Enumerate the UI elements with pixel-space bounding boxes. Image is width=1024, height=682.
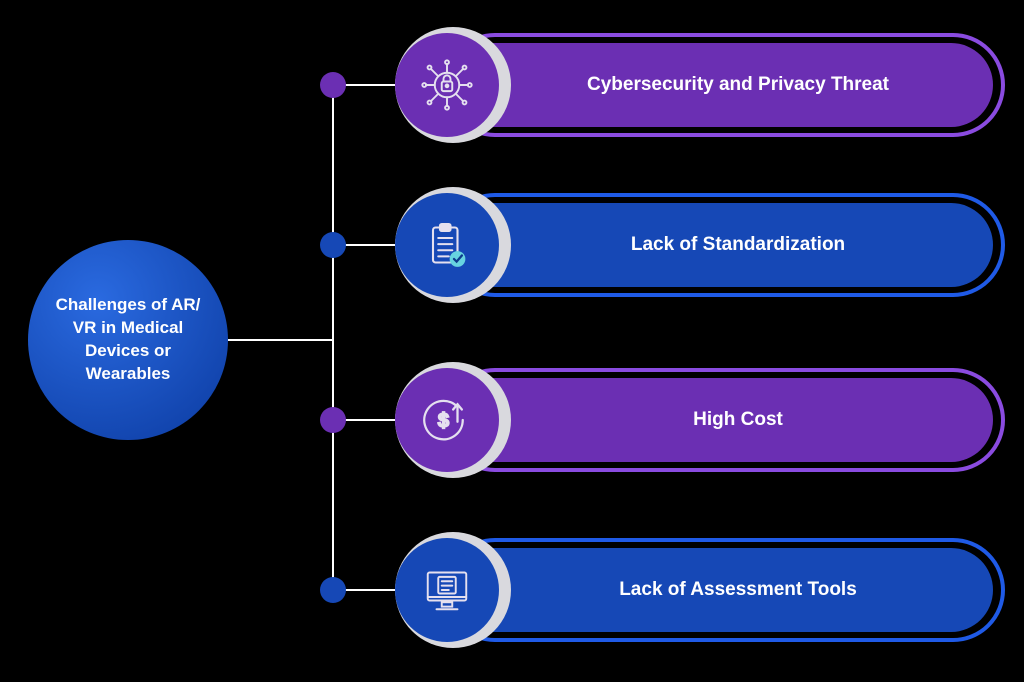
connector-dot: [320, 407, 346, 433]
svg-text:$: $: [438, 411, 449, 432]
connector-spine: [332, 85, 334, 590]
pill-label: Cybersecurity and Privacy Threat: [587, 74, 889, 96]
pill-label: High Cost: [693, 409, 783, 431]
connector-hub: [228, 339, 333, 341]
challenge-row: Cybersecurity and Privacy Threat: [395, 33, 1005, 137]
cost-icon: $: [395, 368, 499, 472]
challenge-row: High Cost $: [395, 368, 1005, 472]
clipboard-icon: [395, 193, 499, 297]
hub-title: Challenges of AR/ VR in Medical Devices …: [48, 294, 208, 386]
challenge-row: Lack of Standardization: [395, 193, 1005, 297]
pill: High Cost: [443, 378, 993, 462]
connector-dot: [320, 577, 346, 603]
hub-circle: Challenges of AR/ VR in Medical Devices …: [28, 240, 228, 440]
pill-label: Lack of Assessment Tools: [619, 579, 857, 601]
pill-label: Lack of Standardization: [631, 234, 845, 256]
pill: Lack of Standardization: [443, 203, 993, 287]
connector-dot: [320, 72, 346, 98]
pill: Lack of Assessment Tools: [443, 548, 993, 632]
assessment-icon: [395, 538, 499, 642]
connector-dot: [320, 232, 346, 258]
pill: Cybersecurity and Privacy Threat: [443, 43, 993, 127]
security-icon: [395, 33, 499, 137]
challenge-row: Lack of Assessment Tools: [395, 538, 1005, 642]
